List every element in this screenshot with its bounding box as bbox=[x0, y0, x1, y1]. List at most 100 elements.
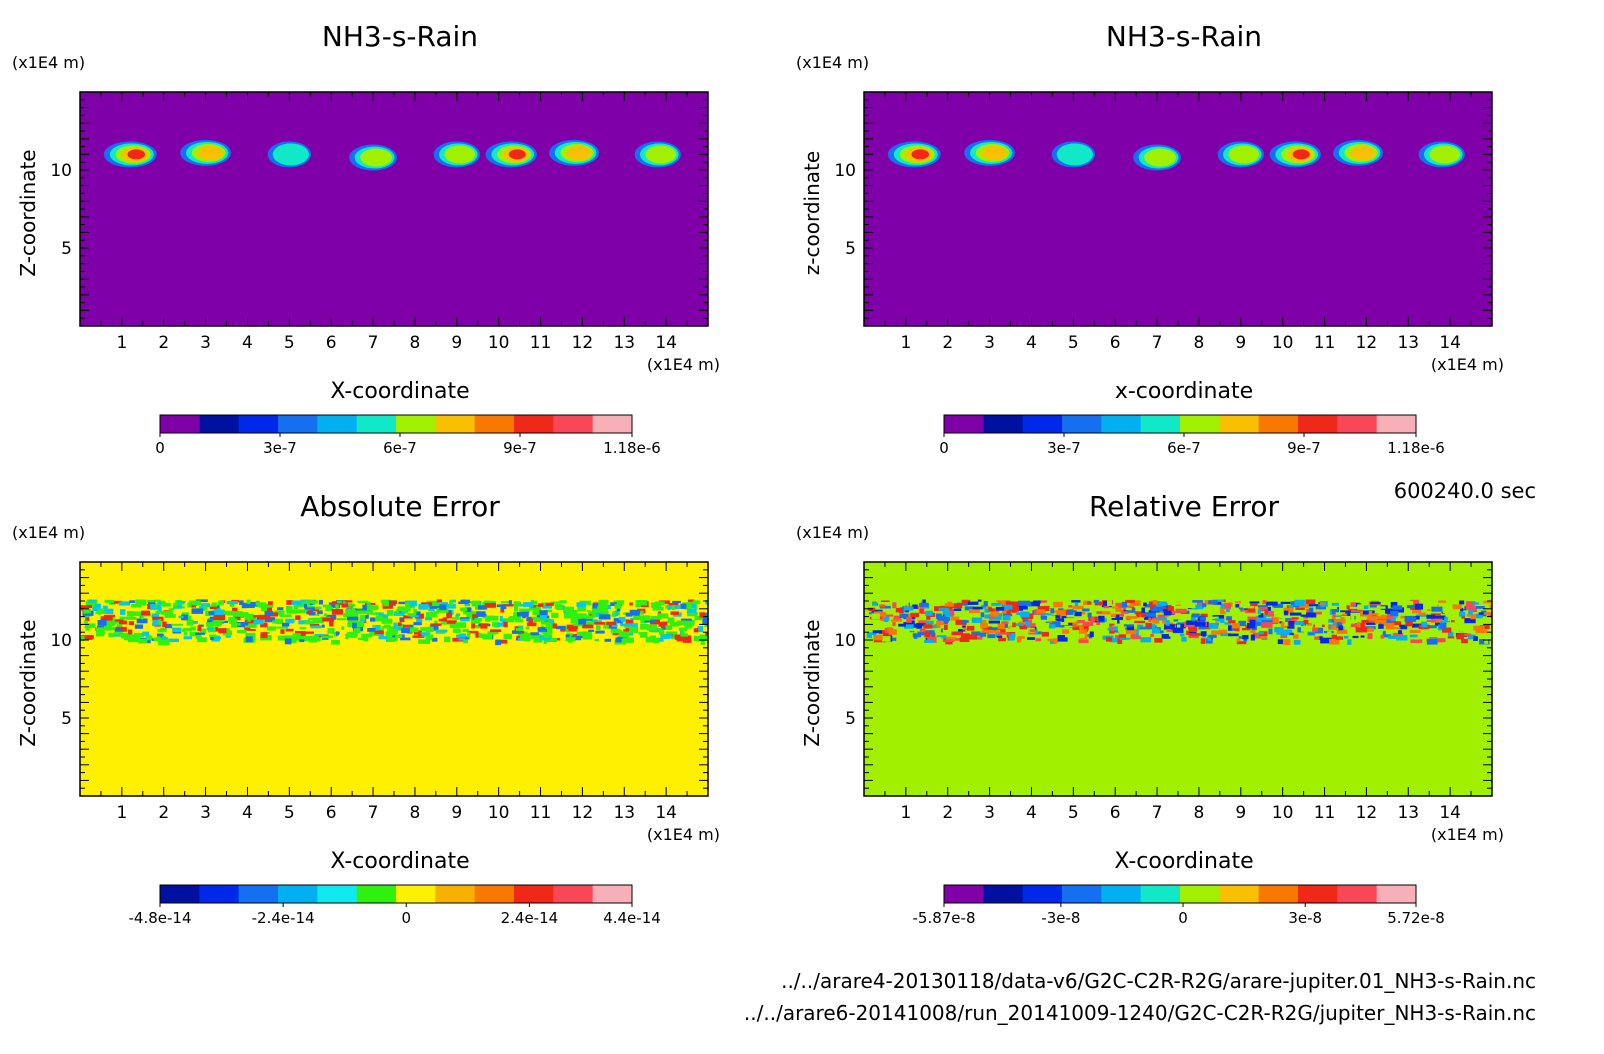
x-tick-label: 12 bbox=[1356, 803, 1378, 823]
error-patch bbox=[1370, 602, 1381, 605]
error-patch bbox=[678, 627, 688, 632]
error-patch bbox=[223, 610, 234, 616]
error-patch bbox=[413, 609, 417, 615]
error-patch bbox=[83, 620, 88, 624]
error-patch bbox=[275, 618, 283, 623]
error-patch bbox=[1002, 615, 1011, 621]
error-patch bbox=[169, 638, 179, 642]
error-patch bbox=[80, 605, 92, 609]
error-patch bbox=[913, 636, 918, 639]
error-patch bbox=[1094, 601, 1105, 606]
error-patch bbox=[460, 618, 470, 622]
error-patch bbox=[1399, 624, 1408, 630]
error-patch bbox=[1367, 637, 1373, 642]
error-patch bbox=[1280, 601, 1291, 604]
error-patch bbox=[1083, 600, 1088, 605]
error-patch bbox=[1200, 638, 1206, 644]
error-patch bbox=[1461, 616, 1465, 619]
error-patch bbox=[686, 612, 698, 617]
error-patch bbox=[1177, 624, 1181, 628]
error-patch bbox=[462, 628, 469, 632]
error-patch bbox=[1484, 633, 1489, 639]
error-patch bbox=[333, 633, 338, 637]
error-patch bbox=[910, 612, 919, 618]
rain-blob-2-level-4 bbox=[981, 145, 1007, 160]
error-patch bbox=[1267, 606, 1271, 611]
error-patch bbox=[1389, 621, 1402, 626]
error-patch bbox=[1262, 600, 1267, 605]
error-patch bbox=[435, 629, 448, 633]
error-patch bbox=[104, 599, 115, 603]
colorbar-swatch bbox=[983, 885, 1024, 903]
error-patch bbox=[955, 619, 967, 625]
y-tick-label: 10 bbox=[50, 161, 72, 181]
field-data bbox=[103, 139, 681, 171]
error-patch bbox=[1211, 630, 1223, 635]
error-patch bbox=[360, 600, 369, 604]
x-tick-label: 3 bbox=[984, 803, 995, 823]
error-patch bbox=[1103, 606, 1109, 609]
error-patch bbox=[980, 622, 988, 629]
error-patch bbox=[577, 606, 586, 612]
error-patch bbox=[134, 632, 145, 638]
error-patch bbox=[162, 636, 168, 640]
x-tick-label: 11 bbox=[530, 333, 552, 353]
error-patch bbox=[1202, 603, 1207, 608]
error-patch bbox=[490, 629, 501, 633]
error-patch bbox=[329, 621, 334, 627]
error-patch bbox=[1421, 621, 1428, 628]
error-patch bbox=[304, 620, 315, 625]
error-patch bbox=[903, 606, 914, 611]
error-patch bbox=[467, 630, 479, 634]
error-patch bbox=[398, 606, 405, 612]
error-patch bbox=[907, 632, 918, 638]
error-patch bbox=[518, 631, 528, 637]
x-tick-label: 2 bbox=[942, 333, 953, 353]
x-tick-label: 5 bbox=[284, 803, 295, 823]
x-unit-label: (x1E4 m) bbox=[1431, 825, 1504, 844]
error-patch bbox=[458, 638, 466, 641]
error-patch bbox=[1491, 634, 1492, 641]
error-patch bbox=[582, 624, 594, 629]
error-patch bbox=[1333, 618, 1346, 624]
error-patch bbox=[1459, 628, 1467, 632]
error-patch bbox=[398, 623, 405, 630]
chart-title: NH3-s-Rain bbox=[1106, 20, 1262, 53]
error-patch bbox=[209, 634, 217, 637]
error-patch bbox=[446, 620, 457, 624]
error-patch bbox=[1208, 600, 1218, 605]
error-patch bbox=[414, 632, 421, 635]
error-patch bbox=[1016, 612, 1023, 616]
error-patch bbox=[1475, 606, 1485, 609]
error-patch bbox=[1134, 620, 1146, 624]
error-patch bbox=[919, 628, 926, 633]
error-patch bbox=[545, 624, 558, 629]
error-patch bbox=[253, 618, 264, 625]
error-patch bbox=[398, 601, 407, 605]
error-patch bbox=[1016, 637, 1022, 643]
error-patch bbox=[1332, 612, 1337, 617]
error-patch bbox=[309, 623, 320, 627]
error-patch bbox=[1219, 608, 1225, 615]
error-patch bbox=[1374, 620, 1387, 624]
error-patch bbox=[1277, 639, 1284, 645]
error-patch bbox=[206, 627, 214, 631]
error-patch bbox=[503, 633, 512, 640]
y-unit-label: (x1E4 m) bbox=[12, 523, 85, 542]
error-patch bbox=[172, 604, 183, 609]
error-patch bbox=[1041, 631, 1049, 637]
colorbar-swatch bbox=[1258, 415, 1299, 433]
error-patch bbox=[1029, 601, 1040, 607]
colorbar-tick-label: 3e-8 bbox=[1288, 909, 1322, 927]
error-patch bbox=[186, 620, 194, 626]
error-patch bbox=[581, 617, 593, 621]
error-patch bbox=[1355, 626, 1368, 633]
error-patch bbox=[126, 617, 137, 620]
error-patch bbox=[1347, 639, 1352, 645]
error-patch bbox=[625, 612, 633, 617]
error-patch bbox=[365, 614, 369, 619]
error-patch bbox=[466, 613, 472, 619]
error-patch bbox=[598, 599, 609, 604]
error-patch bbox=[244, 627, 251, 630]
error-patch bbox=[1234, 609, 1241, 614]
